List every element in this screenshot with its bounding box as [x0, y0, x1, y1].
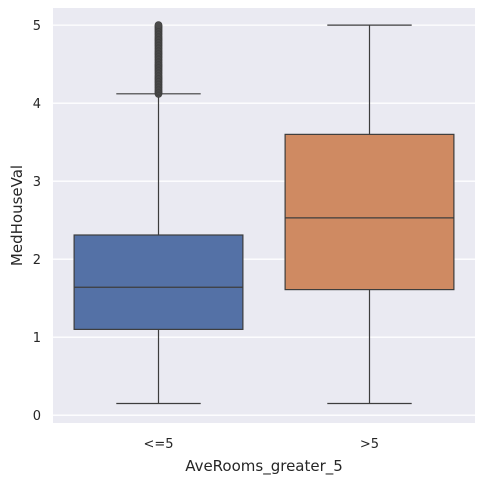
- box-1: [284, 24, 455, 405]
- boxes: [73, 21, 455, 405]
- y-tick-label-2: 2: [33, 253, 41, 268]
- y-tick-label-5: 5: [33, 19, 41, 34]
- box-0: [73, 21, 244, 405]
- x-tick-label-1: >5: [360, 437, 379, 452]
- y-tick-label-1: 1: [33, 331, 41, 346]
- y-axis-label: MedHouseVal: [8, 165, 26, 266]
- y-tick-label-0: 0: [33, 409, 41, 424]
- y-tick-label-4: 4: [33, 97, 41, 112]
- x-tick-label-0: <=5: [143, 437, 173, 452]
- y-tick-label-3: 3: [33, 175, 41, 190]
- outlier-point: [154, 21, 163, 30]
- y-tick-labels: 0 1 2 3 4 5: [33, 19, 41, 424]
- box-body: [73, 234, 244, 330]
- box-body: [284, 133, 455, 291]
- x-tick-labels: <=5 >5: [143, 437, 379, 452]
- x-axis-label: AveRooms_greater_5: [185, 457, 343, 476]
